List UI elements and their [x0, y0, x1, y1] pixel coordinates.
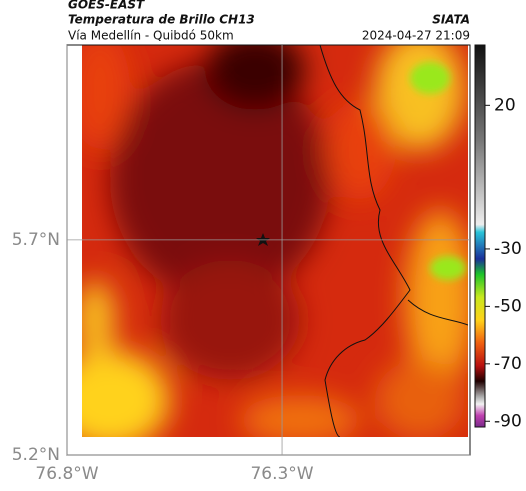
colorbar	[474, 44, 486, 428]
colorbar-label: 20	[494, 95, 516, 115]
y-tick-label: 5.7°N	[12, 230, 60, 250]
colorbar-label: -50	[494, 296, 522, 316]
colorbar-label: -70	[494, 354, 522, 374]
title: Temperatura de Brillo CH13	[68, 13, 255, 27]
y-tick-label: 5.2°N	[12, 445, 60, 465]
x-tick-label: 76.3°W	[250, 464, 313, 484]
source: SIATA	[432, 13, 470, 27]
colorbar-label: -90	[494, 411, 522, 431]
colorbar-label: -30	[494, 239, 522, 259]
subtitle: Vía Medellín - Quibdó 50km	[68, 29, 234, 43]
datetime: 2024-04-27 21:09	[362, 29, 470, 43]
x-tick-label: 76.8°W	[35, 464, 98, 484]
product: GOES-EAST	[68, 0, 145, 12]
